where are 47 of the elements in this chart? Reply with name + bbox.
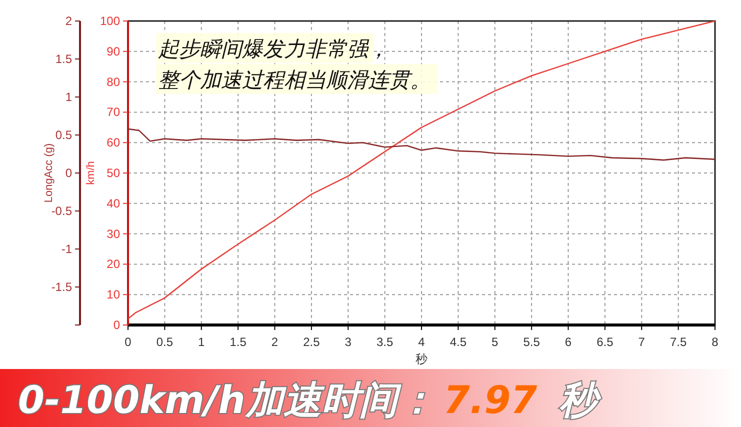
y2-tick-label: 80: [106, 74, 120, 89]
text: 0-100km/h加速时间：: [18, 378, 436, 422]
x-tick-label: 5.5: [523, 335, 540, 349]
y-tick-label: -1.5: [51, 280, 72, 294]
y-tick-label: 0: [65, 166, 72, 180]
y2-tick-label: 0: [113, 318, 120, 332]
x-tick-label: 2.5: [303, 335, 320, 349]
x-tick-label: 7: [638, 335, 646, 349]
x-tick-label: 1.5: [230, 335, 247, 349]
y2-tick-label: 20: [106, 257, 120, 272]
y-tick-label: -0.5: [51, 204, 72, 218]
y-tick-label: 0.5: [55, 128, 72, 142]
y-tick-label: -1: [61, 242, 72, 256]
x-tick-label: 1: [198, 335, 206, 349]
annotation: 整个加速过程相当顺滑连贯。: [158, 68, 431, 92]
line-series: [127, 128, 716, 161]
x-tick-label: 8: [712, 335, 719, 349]
x-tick-label: 5: [492, 335, 499, 349]
x-tick-label: 0: [124, 335, 132, 349]
line-series: [127, 20, 716, 320]
y2-tick-label: 10: [106, 288, 120, 302]
x-tick-label: 0.5: [156, 335, 174, 349]
y2-axis-title: km/h: [85, 161, 97, 185]
y-tick-label: 1.5: [55, 52, 72, 66]
text: 7.97: [443, 378, 538, 422]
y-axis-title: LongAcc (g): [43, 143, 55, 203]
note: 起步瞬间爆发力非常强， 整个加速过程相当顺滑连贯。: [156, 33, 438, 94]
y2-tick-label: 30: [106, 226, 120, 241]
x-tick-label: 4.5: [450, 335, 467, 349]
x-tick-label: 3: [344, 335, 352, 349]
x-tick-label: 6.5: [596, 335, 614, 349]
y2-tick-label: 60: [106, 136, 120, 150]
y2-tick-label: 90: [106, 44, 120, 58]
y2-tick-label: 100: [100, 14, 120, 28]
x-tick-label: 6: [564, 335, 572, 349]
x-tick-label: 3.5: [376, 335, 394, 349]
x-tick-label: 2: [271, 335, 278, 349]
x-tick-label: 4: [418, 335, 426, 349]
y-tick-label: 2: [65, 14, 72, 28]
y2-tick-label: 50: [106, 166, 120, 180]
x-axis-title: 秒: [416, 352, 428, 366]
x-tick-label: 7.5: [670, 335, 687, 349]
y-tick-label: 1: [65, 90, 72, 104]
y2-tick-label: 70: [106, 105, 120, 120]
text: 秒: [559, 378, 602, 422]
annotation: 起步瞬间爆发力非常强，: [158, 37, 389, 61]
y2-tick-label: 40: [106, 196, 120, 210]
